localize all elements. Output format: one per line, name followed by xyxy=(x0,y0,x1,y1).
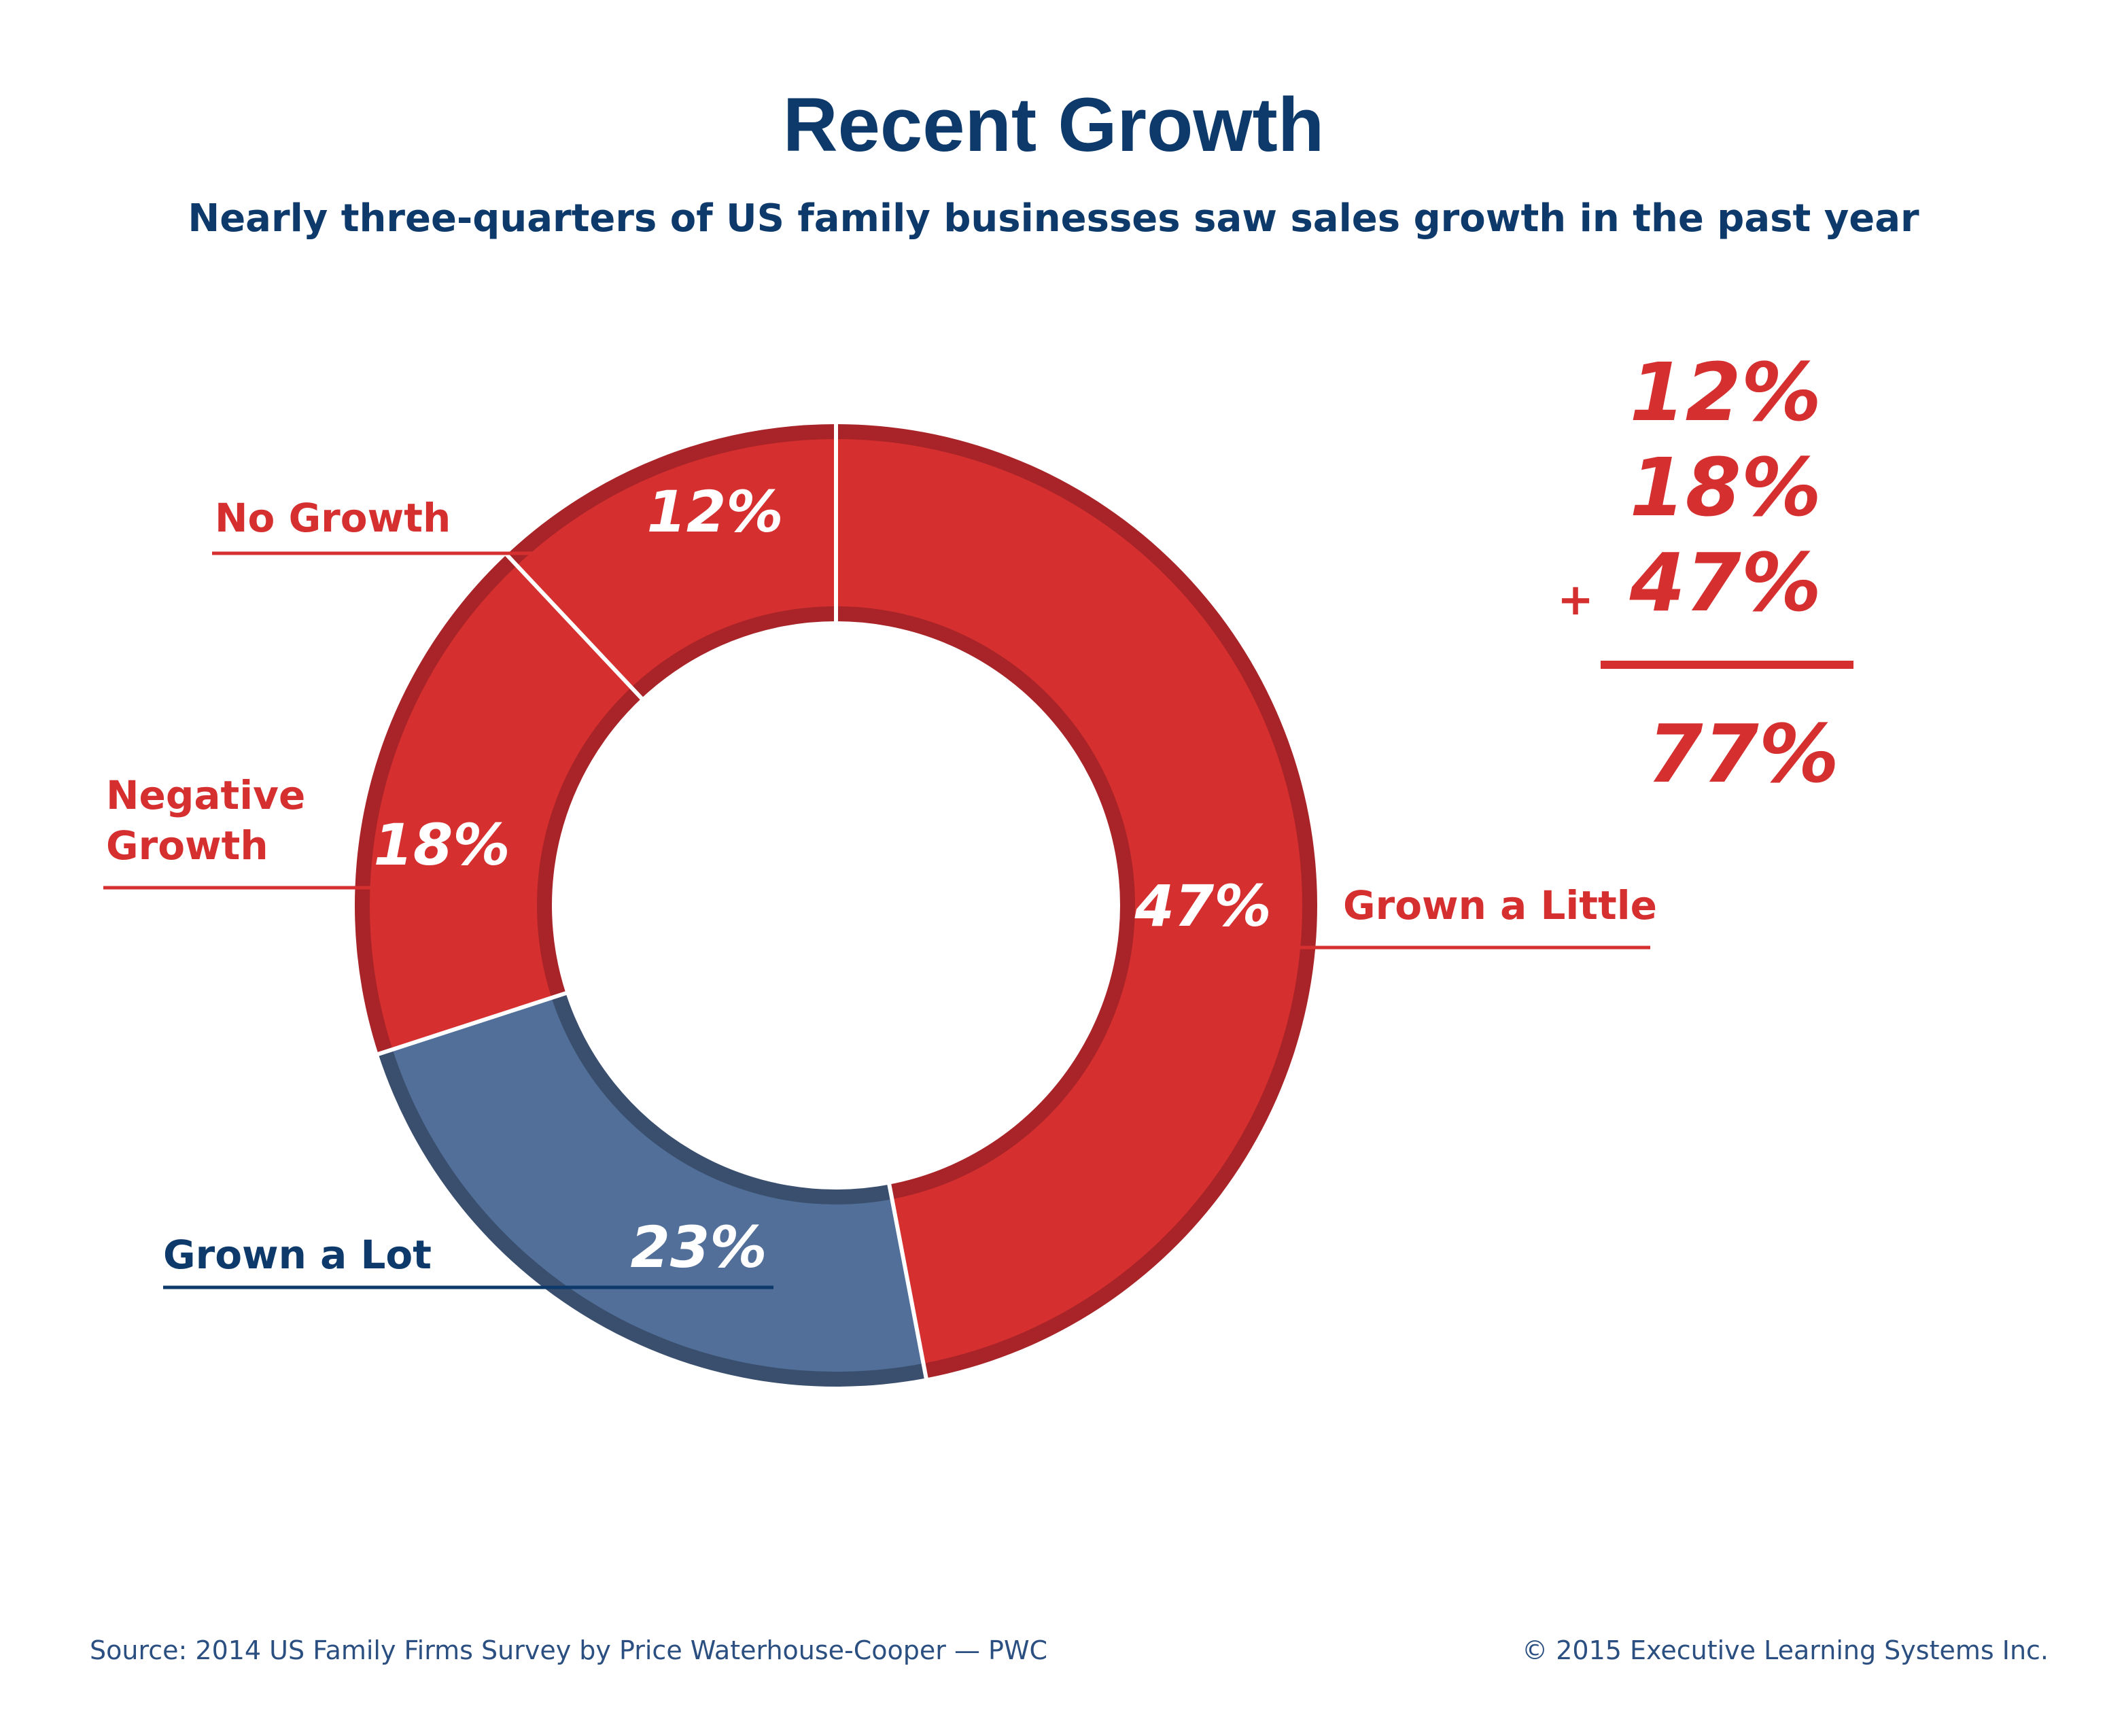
value-label-no-growth: 12% xyxy=(646,479,783,545)
chart-title: Recent Growth xyxy=(783,82,1325,167)
slice-face xyxy=(370,565,631,1049)
value-label-grown-a-lot: 23% xyxy=(630,1214,767,1281)
source-note: Source: 2014 US Family Firms Survey by P… xyxy=(90,1635,1047,1665)
summation-total: 77% xyxy=(1648,707,1839,801)
category-label-grown-a-little: Grown a Little xyxy=(1343,882,1657,928)
category-label-grown-a-lot: Grown a Lot xyxy=(163,1232,432,1278)
category-label-negative-growth-line-1: Negative xyxy=(106,772,305,818)
slice-grown-a-little xyxy=(836,424,1317,1378)
slice-face xyxy=(392,997,924,1372)
slice-separator xyxy=(375,990,568,1057)
labels-layer: 47% Grown a Little 23% Grown a Lot 18% Negati… xyxy=(103,479,1657,1289)
slice-separator xyxy=(503,551,644,701)
summation-plus-sign: + xyxy=(1557,575,1594,625)
value-label-negative-growth: 18% xyxy=(373,812,510,878)
copyright-note: © 2015 Executive Learning Systems Inc. xyxy=(1522,1635,2049,1665)
summation-addend-3: 47% xyxy=(1629,536,1822,629)
slice-separator xyxy=(887,1183,929,1381)
category-label-negative-growth-line-2: Growth xyxy=(106,822,268,869)
value-label-grown-a-little: 47% xyxy=(1134,873,1271,939)
slice-face xyxy=(836,439,1303,1364)
slice-face xyxy=(517,439,836,688)
slice-no-growth xyxy=(506,424,836,699)
slices-layer xyxy=(355,421,1317,1387)
category-label-no-growth: No Growth xyxy=(215,495,451,541)
slice-grown-a-lot xyxy=(378,993,926,1387)
summation-rule xyxy=(1601,661,1853,669)
slice-negative-growth xyxy=(355,554,642,1054)
summation-addend-2: 18% xyxy=(1630,440,1822,534)
chart-subtitle: Nearly three-quarters of US family busin… xyxy=(188,196,1919,241)
summation-block: 12% 18% + 47% 77% xyxy=(1557,345,1853,801)
summation-addend-1: 12% xyxy=(1630,345,1822,439)
